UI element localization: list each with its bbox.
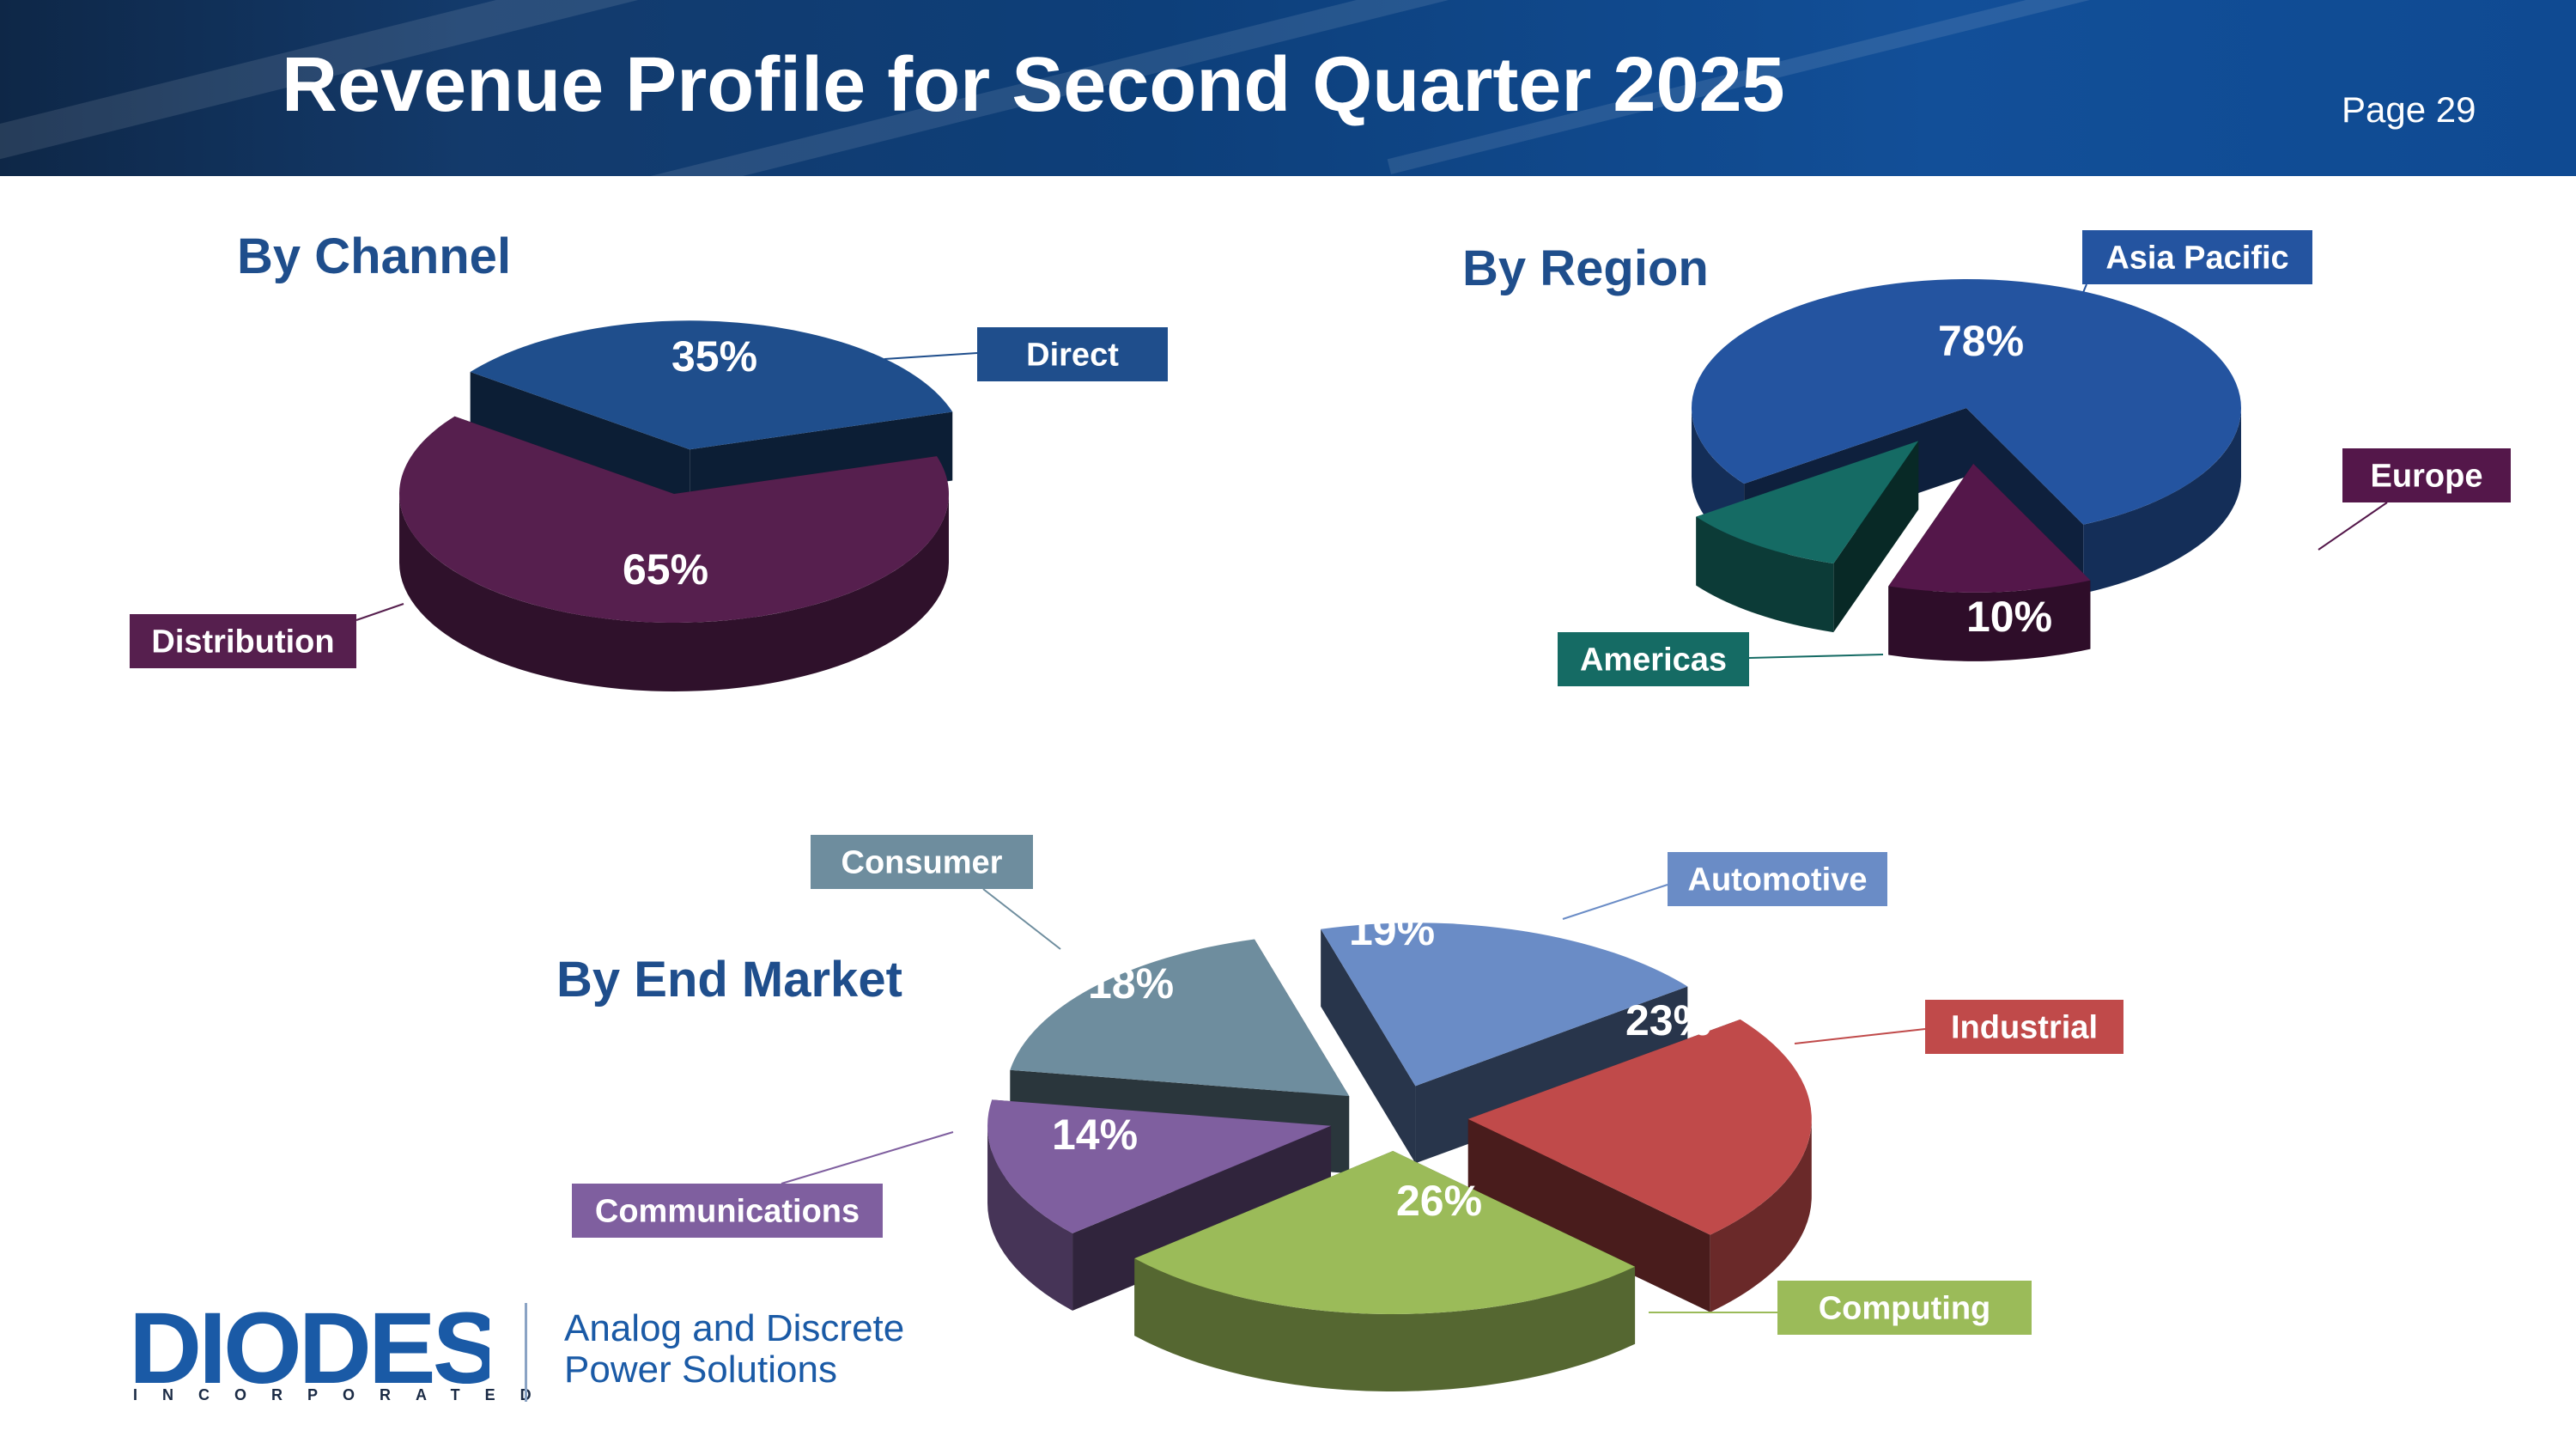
chart-title-region: By Region — [1462, 240, 1709, 296]
leader-line-europe — [2318, 502, 2388, 551]
slice-consumer — [1010, 939, 1350, 1097]
leader-line-communications — [781, 1131, 954, 1184]
category-label-consumer: Consumer — [841, 845, 1003, 881]
label-box-direct — [977, 327, 1168, 381]
pct-label-consumer: 18% — [1088, 959, 1174, 1008]
leader-line-distribution — [355, 603, 404, 621]
slice-industrial-wall-1 — [1467, 1118, 1710, 1312]
footer-divider — [525, 1303, 527, 1402]
pct-label-direct: 35% — [671, 332, 757, 381]
tagline-line-1: Analog and Discrete — [564, 1307, 905, 1349]
diodes-logo: DIODES — [129, 1306, 489, 1391]
label-box-automotive — [1668, 852, 1887, 906]
label-box-industrial — [1925, 1000, 2123, 1054]
pct-label-distribution: 65% — [623, 545, 708, 594]
slice-asia-pacific-rim-1 — [2083, 408, 2241, 594]
slice-communications — [987, 1099, 1332, 1233]
leader-line-automotive — [1562, 884, 1668, 920]
slice-americas-rim-1 — [1696, 516, 1834, 633]
slice-distribution — [399, 416, 950, 623]
pct-label-communications: 14% — [1052, 1111, 1138, 1159]
header-banner: Revenue Profile for Second Quarter 2025 … — [0, 0, 2576, 176]
label-box-communications — [572, 1184, 883, 1238]
slice-europe-rim-1 — [1888, 580, 2091, 661]
pct-label-americas: 10% — [1966, 593, 2052, 641]
tagline-line-2: Power Solutions — [564, 1349, 837, 1391]
slice-americas — [1696, 441, 1919, 564]
pct-label-computing: 26% — [1396, 1177, 1482, 1225]
slice-europe — [1888, 463, 2091, 593]
category-label-europe: Europe — [2371, 459, 2483, 495]
pct-label-asia-pacific: 78% — [1938, 317, 2024, 365]
logo-subtext: INCORPORATED — [133, 1386, 556, 1403]
end-market-pie-chart: By End Market 19% Automotive 23% Industrial… — [556, 835, 2123, 1391]
logo-wordmark: DIODES — [129, 1306, 489, 1391]
slice-asia-pacific — [1692, 279, 2241, 525]
label-box-europe — [2342, 448, 2511, 502]
label-box-consumer — [811, 835, 1033, 889]
slice-americas-wall-0 — [1833, 441, 1919, 633]
leader-line-consumer — [982, 888, 1061, 950]
slice-communications-rim-1 — [987, 1125, 1073, 1311]
leader-line-asia-pacific — [2077, 283, 2087, 306]
category-label-asia-pacific: Asia Pacific — [2105, 240, 2288, 277]
chart-title-channel: By Channel — [237, 228, 511, 284]
slice-direct — [470, 320, 953, 450]
category-label-computing: Computing — [1819, 1291, 1991, 1327]
label-box-distribution — [130, 614, 356, 668]
label-box-americas — [1558, 632, 1749, 686]
category-label-automotive: Automotive — [1688, 862, 1868, 898]
slice-computing-rim-1 — [1134, 1258, 1636, 1391]
pct-label-industrial: 23% — [1625, 996, 1711, 1044]
page-title: Revenue Profile for Second Quarter 2025 — [282, 42, 1785, 128]
leader-line-americas — [1748, 654, 1884, 659]
chart-title-end-market: By End Market — [556, 952, 902, 1008]
slice-automotive — [1321, 922, 1688, 1087]
page-number: Page 29 — [2342, 89, 2476, 130]
category-label-communications: Communications — [595, 1194, 860, 1230]
category-label-industrial: Industrial — [1951, 1010, 2098, 1046]
category-label-distribution: Distribution — [151, 624, 334, 661]
slice-industrial-rim-1 — [1710, 1118, 1812, 1312]
leader-line-direct — [884, 352, 978, 360]
category-label-direct: Direct — [1026, 338, 1119, 374]
slice-computing — [1134, 1150, 1636, 1314]
slice-industrial — [1467, 1019, 1812, 1235]
pct-label-automotive: 19% — [1349, 906, 1435, 954]
label-box-computing — [1777, 1281, 2032, 1335]
channel-pie-chart: By Channel 35% Direct 65% Distribution — [130, 228, 1168, 691]
category-label-americas: Americas — [1580, 642, 1727, 679]
slice-automotive-wall-0 — [1321, 928, 1416, 1164]
pct-label-europe: 12% — [2179, 544, 2265, 592]
slice-distribution-rim-1 — [399, 494, 949, 691]
label-box-asia-pacific — [2082, 230, 2312, 284]
region-pie-chart: By Region 78% Asia Pacific 12% Europe 10% Ame… — [1462, 230, 2511, 686]
leader-line-industrial — [1794, 1028, 1926, 1044]
